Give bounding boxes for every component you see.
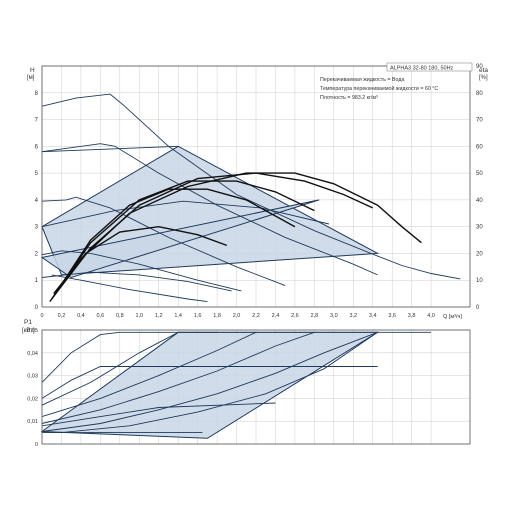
temperature-label: Температура перекачиваемой жидкости = 60… — [320, 85, 438, 92]
power-panel: 0 0,01 0,02 0,03 0,04 0,05 P1 [кВт] — [22, 319, 471, 448]
flow-tick-label: 3,6 — [388, 313, 396, 319]
head-curve-6 — [41, 200, 330, 228]
info-box: ALPHA3 32-80 180, 50Hz Перекачиваемая жи… — [320, 62, 473, 101]
flow-tick-label: 2,0 — [233, 313, 241, 319]
power-tick-label: 0,03 — [27, 374, 38, 380]
bottom-y-tick-labels: 0 0,01 0,02 0,03 0,04 0,05 — [27, 328, 38, 448]
power-tick-label: 0,02 — [27, 396, 38, 402]
bottom-plot-frame — [41, 329, 471, 445]
eta-tick-label: 10 — [476, 278, 483, 284]
head-curve-1 — [41, 93, 461, 280]
eta-axis-unit: [%] — [479, 75, 488, 81]
flow-tick-label: 3,8 — [408, 313, 416, 319]
eta-tick-label: 0 — [476, 305, 480, 311]
power-curve-4 — [41, 402, 276, 427]
liquid-label: Перекачиваемая жидкость = Вода — [320, 77, 404, 83]
eta-tick-label: 20 — [476, 251, 483, 257]
power-curve-1 — [41, 331, 432, 383]
head-curve-7 — [41, 271, 232, 292]
flow-tick-label: 2,8 — [311, 313, 319, 319]
flow-tick-label: 2,6 — [291, 313, 299, 319]
eta-tick-label: 60 — [476, 144, 483, 150]
power-curve-3 — [41, 366, 378, 399]
eta-tick-label: 30 — [476, 225, 483, 231]
head-tick-label: 8 — [35, 91, 39, 97]
efficiency-curve-3 — [51, 180, 315, 300]
head-curve-3 — [41, 196, 286, 287]
head-tick-label: 5 — [35, 171, 39, 177]
flow-tick-label: 1,8 — [213, 313, 221, 319]
head-curve-4 — [41, 250, 242, 292]
eta-tick-label: 50 — [476, 171, 483, 177]
eta-axis-label: eta — [479, 67, 488, 74]
head-curve-5 — [41, 145, 179, 153]
flow-tick-label: 0 — [40, 313, 43, 319]
flow-tick-label: 3,2 — [349, 313, 357, 319]
power-axis-unit: [кВт] — [22, 328, 35, 334]
head-tick-label: 7 — [35, 118, 39, 124]
power-curve-6 — [41, 331, 378, 432]
top-plot-frame — [41, 65, 471, 308]
flow-tick-label: 1,0 — [135, 313, 143, 319]
model-label-box — [386, 62, 473, 72]
head-tick-label: 4 — [35, 198, 39, 204]
power-tick-label: 0 — [35, 442, 38, 448]
model-label: ALPHA3 32-80 180, 50Hz — [390, 66, 454, 72]
head-tick-label: 0 — [35, 305, 39, 311]
top-y-tick-labels: 0 1 2 3 4 5 6 7 8 — [35, 91, 39, 311]
top-x-tick-labels: 0 0,2 0,4 0,6 0,8 1,0 1,2 1,4 1,6 1,8 2,0 2,2 2,4 2,6… — [40, 313, 434, 319]
power-tick-label: 0,05 — [27, 328, 38, 334]
power-curve-7 — [41, 331, 315, 424]
flow-tick-label: 0,2 — [58, 313, 66, 319]
eta-tick-label: 40 — [476, 198, 483, 204]
efficiency-curve-5 — [53, 225, 228, 295]
flow-tick-label: 3,0 — [330, 313, 338, 319]
eta-tick-label: 70 — [476, 118, 483, 124]
flow-axis-label: Q [м³/ч] — [443, 314, 462, 320]
head-axis-label: H — [30, 67, 35, 74]
flow-tick-label: 0,8 — [116, 313, 124, 319]
head-efficiency-panel: 0 1 2 3 4 5 6 7 8 0 10 20 30 40 50 60 70 80 90 0 0,2 0,4 0,6… — [27, 62, 488, 320]
density-label: Плотность = 983.2 кг/м³ — [320, 95, 378, 101]
flow-tick-label: 1,2 — [155, 313, 163, 319]
flow-tick-label: 4,0 — [427, 313, 435, 319]
head-tick-label: 2 — [35, 251, 39, 257]
flow-tick-label: 2,4 — [272, 313, 280, 319]
flow-tick-label: 3,4 — [369, 313, 377, 319]
eta-tick-label: 80 — [476, 91, 483, 97]
flow-tick-label: 1,6 — [194, 313, 202, 319]
efficiency-curve-2 — [51, 172, 373, 300]
power-axis-label: P1 — [24, 319, 32, 326]
flow-tick-label: 0,6 — [97, 313, 105, 319]
power-curve-8 — [41, 331, 257, 418]
flow-tick-label: 2,2 — [252, 313, 260, 319]
bottom-power-curves — [41, 331, 432, 434]
head-tick-label: 3 — [35, 225, 39, 231]
power-curve-2 — [41, 331, 218, 406]
flow-tick-label: 1,4 — [174, 313, 182, 319]
top-efficiency-curves — [49, 172, 422, 303]
eta-tick-label: 90 — [476, 64, 483, 70]
efficiency-curve-4 — [53, 188, 296, 297]
top-y2-tick-labels: 0 10 20 30 40 50 60 70 80 90 — [476, 64, 483, 311]
head-tick-label: 6 — [35, 144, 39, 150]
power-tick-label: 0,04 — [27, 351, 38, 357]
top-head-curves — [41, 93, 461, 303]
head-axis-unit: [м] — [27, 75, 35, 81]
power-tick-label: 0,01 — [27, 419, 38, 425]
head-curve-8 — [51, 274, 208, 303]
flow-tick-label: 0,4 — [77, 313, 85, 319]
power-curve-9 — [61, 331, 378, 434]
head-tick-label: 1 — [35, 278, 39, 284]
